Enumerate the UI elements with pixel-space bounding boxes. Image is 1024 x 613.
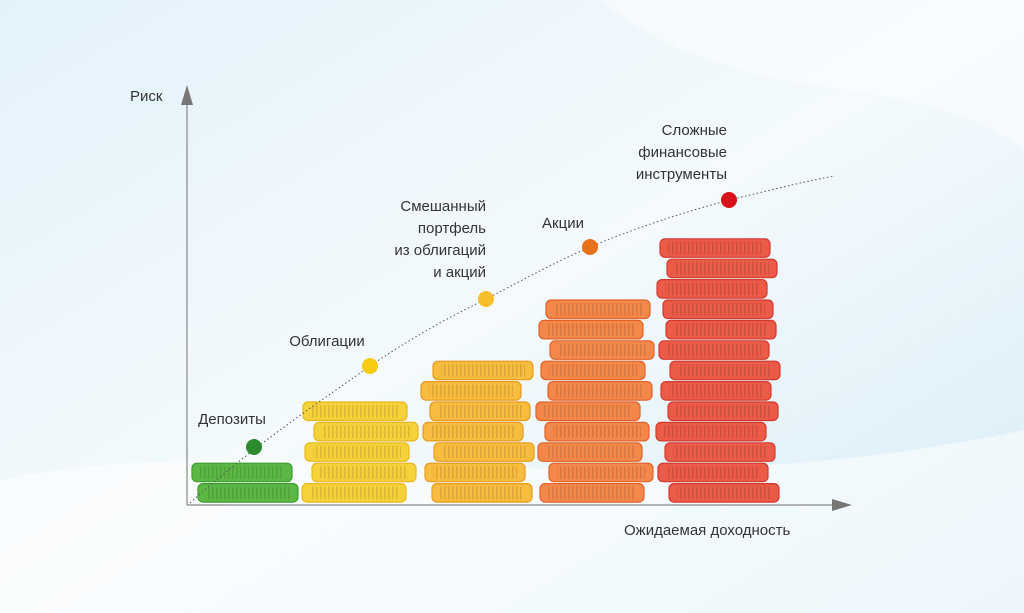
node-label: Депозиты bbox=[198, 411, 266, 428]
y-axis-arrow bbox=[181, 85, 193, 105]
y-axis-label: Риск bbox=[130, 88, 163, 105]
coin-ribs bbox=[673, 445, 767, 459]
coin-ribs bbox=[310, 486, 398, 500]
coin-ribs bbox=[440, 486, 524, 500]
coin-ribs bbox=[313, 445, 401, 459]
node-label: Акции bbox=[542, 215, 584, 232]
coin-ribs bbox=[311, 405, 399, 418]
coin-ribs bbox=[553, 425, 641, 438]
coin-ribs bbox=[429, 384, 513, 398]
coin-ribs bbox=[558, 343, 646, 357]
coin-ribs bbox=[675, 262, 769, 275]
node-dot bbox=[478, 291, 494, 307]
coin-ribs bbox=[441, 364, 525, 377]
coin-ribs bbox=[433, 466, 517, 479]
coin-ribs bbox=[557, 466, 645, 479]
x-axis-arrow bbox=[832, 499, 852, 511]
node-dot bbox=[721, 192, 737, 208]
x-axis-label: Ожидаемая доходность bbox=[624, 522, 790, 539]
coin-ribs bbox=[549, 364, 637, 377]
node-label: из облигаций bbox=[394, 242, 486, 259]
risk-curve bbox=[189, 175, 836, 504]
node-dot bbox=[246, 439, 262, 455]
coin-ribs bbox=[668, 241, 762, 255]
coin-ribs bbox=[200, 466, 284, 479]
coin-ribs bbox=[671, 303, 765, 316]
coin-ribs bbox=[206, 486, 290, 500]
node-dot bbox=[582, 239, 598, 255]
node-label: портфель bbox=[418, 220, 486, 237]
coin-ribs bbox=[547, 323, 635, 336]
coin-ribs bbox=[546, 445, 634, 459]
coin-ribs bbox=[556, 384, 644, 398]
node-dot bbox=[362, 358, 378, 374]
node-label: инструменты bbox=[636, 166, 727, 183]
coin-ribs bbox=[554, 303, 642, 316]
coin-ribs bbox=[442, 445, 526, 459]
coin-ribs bbox=[548, 486, 636, 500]
coin-ribs bbox=[664, 425, 758, 438]
coin-ribs bbox=[438, 405, 522, 418]
node-label: Облигации bbox=[289, 333, 365, 350]
coin-ribs bbox=[669, 384, 763, 398]
coin-ribs bbox=[666, 466, 760, 479]
coin-ribs bbox=[320, 466, 408, 479]
nodes: Депозиты Облигации Смешанный портфель из обл… bbox=[198, 122, 737, 455]
coin-ribs bbox=[322, 425, 410, 438]
node-label: и акций bbox=[433, 264, 486, 281]
coin-ribs bbox=[544, 405, 632, 418]
coin-ribs bbox=[677, 486, 771, 500]
coin-stacks bbox=[191, 238, 781, 503]
coin-ribs bbox=[667, 343, 761, 357]
coin-ribs bbox=[674, 323, 768, 336]
coin-ribs bbox=[665, 282, 759, 296]
coin-ribs bbox=[678, 364, 772, 377]
coin-ribs bbox=[676, 405, 770, 418]
background-wave bbox=[600, 0, 1024, 150]
coin-ribs bbox=[431, 425, 515, 438]
node-label: Смешанный bbox=[400, 198, 486, 215]
node-label: финансовые bbox=[638, 144, 727, 161]
node-label: Сложные bbox=[662, 122, 727, 139]
